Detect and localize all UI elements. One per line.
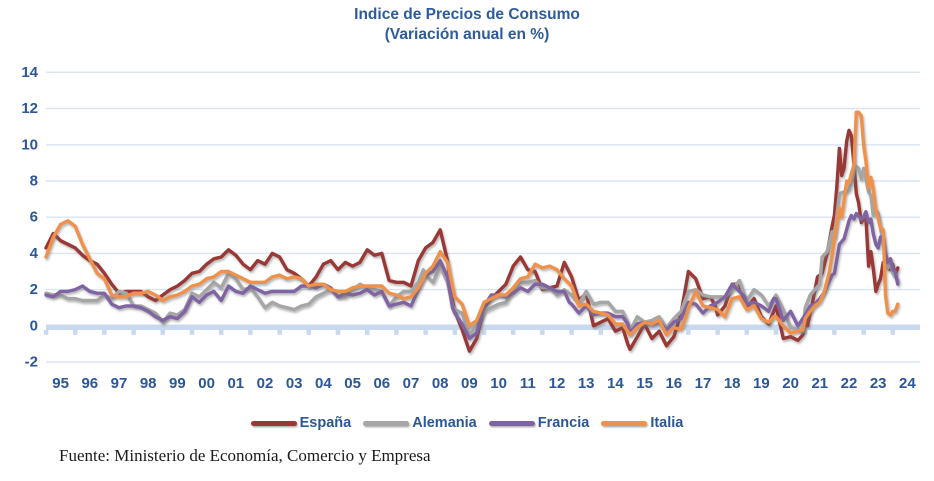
x-tick-label: 15: [636, 375, 653, 392]
legend-marker-espana: [250, 420, 297, 426]
y-tick-label: 4: [30, 245, 39, 262]
x-tick-label: 22: [841, 375, 858, 392]
y-tick-label: 2: [30, 281, 38, 298]
y-axis-labels: 14 12 10 8 6 4 2 0 -2: [21, 64, 38, 371]
y-tick-label: 10: [21, 136, 38, 153]
legend-label-espana: España: [299, 415, 352, 431]
legend-label-italia: Italia: [650, 415, 684, 431]
x-tick-label: 95: [52, 375, 69, 392]
x-tick-label: 20: [782, 375, 799, 392]
legend-label-alemania: Alemania: [412, 415, 477, 431]
x-tick-label: 16: [665, 375, 682, 392]
x-tick-label: 02: [257, 375, 274, 392]
x-tick-label: 18: [724, 375, 741, 392]
chart-title: Indice de Precios de Consumo (Variación …: [0, 5, 934, 45]
x-tick-label: 17: [695, 375, 712, 392]
x-tick-label: 07: [403, 375, 420, 392]
series-line-italia: [44, 110, 900, 337]
chart-title-line1: Indice de Precios de Consumo: [354, 6, 580, 23]
x-tick-label: 99: [169, 375, 186, 392]
legend-item-francia: Francia: [488, 415, 590, 431]
x-tick-label: 08: [432, 375, 449, 392]
x-tick-label: 23: [870, 375, 887, 392]
legend-item-espana: España: [250, 415, 352, 431]
legend-item-italia: Italia: [601, 415, 683, 431]
x-axis-line: [43, 324, 920, 335]
x-tick-label: 10: [490, 375, 507, 392]
y-tick-label: -2: [25, 354, 38, 371]
x-tick-label: 03: [286, 375, 303, 392]
y-tick-label: 8: [30, 173, 38, 190]
x-tick-label: 12: [549, 375, 566, 392]
x-tick-label: 06: [373, 375, 390, 392]
x-tick-label: 19: [753, 375, 770, 392]
x-tick-label: 24: [899, 375, 916, 392]
x-tick-label: 97: [111, 375, 128, 392]
legend-item-alemania: Alemania: [363, 415, 477, 431]
source-note: Fuente: Ministerio de Economía, Comercio…: [59, 446, 431, 465]
legend-marker-italia: [601, 420, 648, 426]
legend-marker-francia: [488, 420, 535, 426]
x-tick-label: 04: [315, 375, 332, 392]
chart-title-line2: (Variación anual en %): [384, 26, 550, 43]
x-tick-label: 05: [344, 375, 361, 392]
legend-label-francia: Francia: [537, 415, 590, 431]
series-line-alemania: [44, 164, 900, 337]
y-tick-label: 14: [21, 64, 38, 81]
x-tick-label: 14: [607, 375, 624, 392]
x-tick-label: 00: [198, 375, 215, 392]
x-tick-label: 01: [227, 375, 244, 392]
x-tick-label: 13: [578, 375, 595, 392]
x-tick-label: 09: [461, 375, 478, 392]
series-line-francia: [44, 209, 900, 341]
x-tick-label: 96: [81, 375, 98, 392]
x-tick-label: 21: [811, 375, 828, 392]
x-tick-label: 11: [520, 375, 536, 392]
series-lines: [44, 110, 900, 353]
chart-legend: España Alemania Francia Italia: [0, 411, 934, 435]
x-tick-label: 98: [140, 375, 157, 392]
legend-marker-alemania: [363, 420, 410, 426]
y-tick-label: 6: [30, 209, 38, 226]
y-tick-label: 0: [30, 317, 38, 334]
y-tick-label: 12: [21, 100, 38, 117]
gridlines: [46, 71, 920, 363]
x-axis-labels: 95 96 97 98 99 00 01 02 03 04 05 06 07 08 09 10 11 12 13 14…: [52, 375, 916, 392]
